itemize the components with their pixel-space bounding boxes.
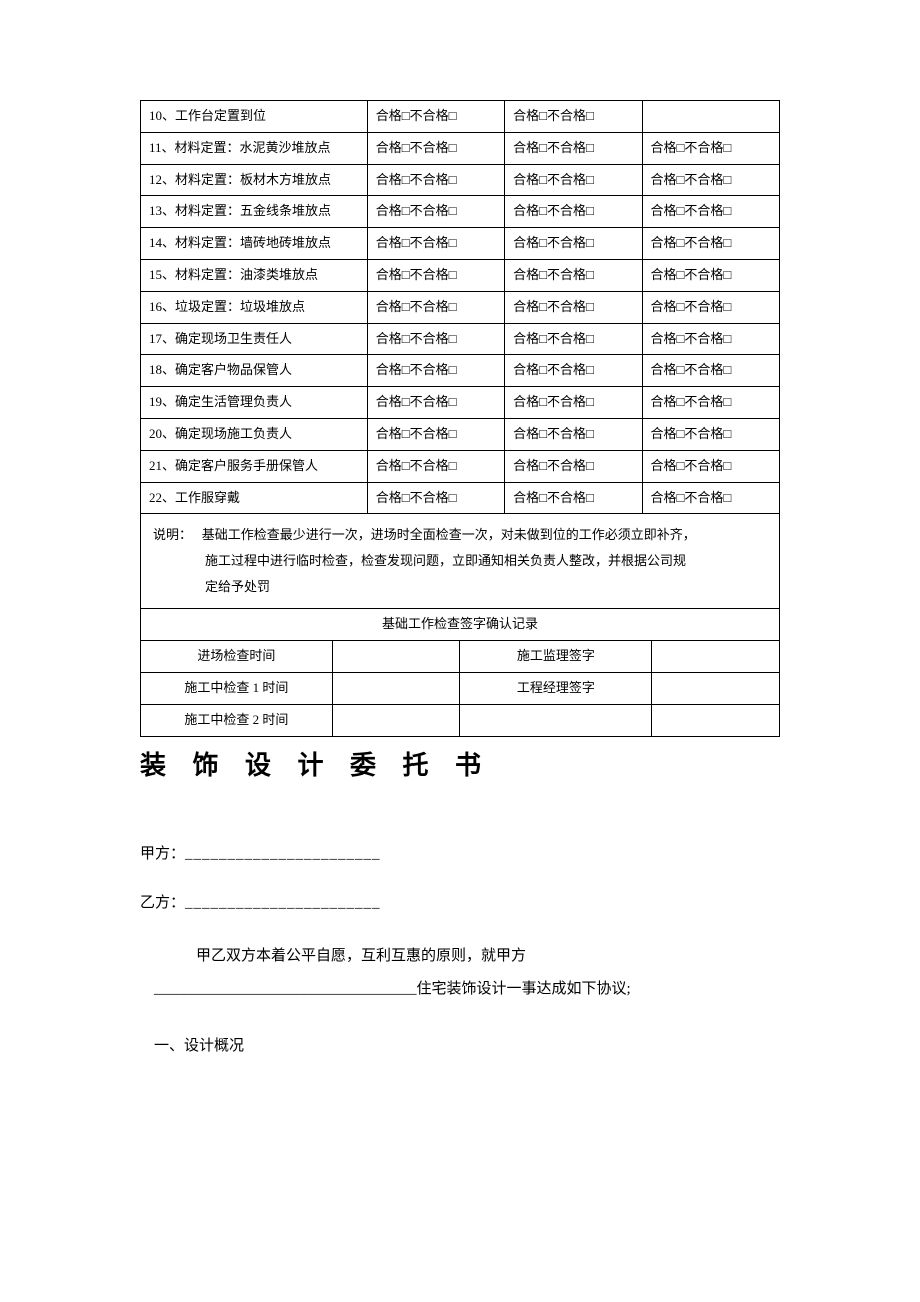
table-row: 20、确定现场施工负责人合格□不合格□合格□不合格□合格□不合格□ [141,418,780,450]
party-a-line: _______________________ [185,846,381,863]
check-cell: 合格□不合格□ [367,355,504,387]
empty-cell [652,704,780,736]
document-title: 装 饰 设 计 委 托 书 [140,745,780,782]
row-label: 21、确定客户服务手册保管人 [141,450,368,482]
check-cell: 合格□不合格□ [367,418,504,450]
check-cell: 合格□不合格□ [642,291,779,323]
check-cell: 合格□不合格□ [367,259,504,291]
check-cell: 合格□不合格□ [642,132,779,164]
row-label: 11、材料定置：水泥黄沙堆放点 [141,132,368,164]
note-line2: 施工过程中进行临时检查，检查发现问题，立即通知相关负责人整改，并根据公司规 [153,548,767,574]
table-row: 施工中检查 1 时间 工程经理签字 [141,672,780,704]
check-cell: 合格□不合格□ [505,482,642,514]
signature-table: 进场检查时间 施工监理签字 施工中检查 1 时间 工程经理签字 施工中检查 2 … [140,641,780,736]
check-cell: 合格□不合格□ [505,323,642,355]
table-row: 进场检查时间 施工监理签字 [141,641,780,672]
check2-time-value [332,704,460,736]
check-cell: 合格□不合格□ [642,418,779,450]
check-cell: 合格□不合格□ [642,259,779,291]
row-label: 17、确定现场卫生责任人 [141,323,368,355]
check2-time-label: 施工中检查 2 时间 [141,704,333,736]
table-row: 12、材料定置：板材木方堆放点合格□不合格□合格□不合格□合格□不合格□ [141,164,780,196]
row-label: 19、确定生活管理负责人 [141,387,368,419]
check-cell: 合格□不合格□ [505,418,642,450]
check-cell: 合格□不合格□ [642,387,779,419]
table-row: 16、垃圾定置：垃圾堆放点合格□不合格□合格□不合格□合格□不合格□ [141,291,780,323]
check-cell: 合格□不合格□ [642,482,779,514]
row-label: 22、工作服穿戴 [141,482,368,514]
check-cell: 合格□不合格□ [642,323,779,355]
table-row: 21、确定客户服务手册保管人合格□不合格□合格□不合格□合格□不合格□ [141,450,780,482]
body-para-1: 甲乙双方本着公平自愿，互利互惠的原则，就甲方 [140,940,780,973]
table-row: 10、工作台定置到位合格□不合格□合格□不合格□ [141,101,780,133]
party-a-label: 甲方： [140,846,185,862]
party-b: 乙方：_______________________ [140,891,780,912]
check-cell: 合格□不合格□ [505,101,642,133]
party-b-label: 乙方： [140,895,185,911]
check-cell: 合格□不合格□ [367,132,504,164]
check-cell: 合格□不合格□ [505,291,642,323]
check-cell: 合格□不合格□ [505,259,642,291]
check-cell: 合格□不合格□ [367,323,504,355]
row-label: 20、确定现场施工负责人 [141,418,368,450]
check-cell: 合格□不合格□ [505,196,642,228]
row-label: 18、确定客户物品保管人 [141,355,368,387]
check-cell: 合格□不合格□ [367,101,504,133]
table-row: 13、材料定置：五金线条堆放点合格□不合格□合格□不合格□合格□不合格□ [141,196,780,228]
supervisor-sign-value [652,641,780,672]
check-cell: 合格□不合格□ [505,355,642,387]
table-row: 14、材料定置：墙砖地砖堆放点合格□不合格□合格□不合格□合格□不合格□ [141,228,780,260]
inspection-table: 10、工作台定置到位合格□不合格□合格□不合格□11、材料定置：水泥黄沙堆放点合… [140,100,780,641]
row-label: 10、工作台定置到位 [141,101,368,133]
check-cell: 合格□不合格□ [367,228,504,260]
table-row: 22、工作服穿戴合格□不合格□合格□不合格□合格□不合格□ [141,482,780,514]
table-row: 施工中检查 2 时间 [141,704,780,736]
party-a: 甲方：_______________________ [140,842,780,863]
note-prefix: 说明： [153,527,192,542]
check1-time-label: 施工中检查 1 时间 [141,672,333,704]
entry-check-time-label: 进场检查时间 [141,641,333,672]
row-label: 13、材料定置：五金线条堆放点 [141,196,368,228]
check-cell: 合格□不合格□ [367,482,504,514]
check-cell: 合格□不合格□ [505,228,642,260]
note-row: 说明： 基础工作检查最少进行一次，进场时全面检查一次，对未做到位的工作必须立即补… [141,514,780,609]
row-label: 12、材料定置：板材木方堆放点 [141,164,368,196]
table-row: 17、确定现场卫生责任人合格□不合格□合格□不合格□合格□不合格□ [141,323,780,355]
check-cell: 合格□不合格□ [505,164,642,196]
body-para-2: ___________________________________住宅装饰设… [140,973,780,1006]
check1-time-value [332,672,460,704]
manager-sign-value [652,672,780,704]
section-1: 一、设计概况 [140,1034,780,1055]
check-cell: 合格□不合格□ [367,387,504,419]
check-cell: 合格□不合格□ [642,196,779,228]
check-cell: 合格□不合格□ [367,450,504,482]
party-b-line: _______________________ [185,895,381,912]
check-cell: 合格□不合格□ [642,355,779,387]
check-cell: 合格□不合格□ [367,164,504,196]
check-cell: 合格□不合格□ [505,132,642,164]
check-cell: 合格□不合格□ [642,164,779,196]
check-cell: 合格□不合格□ [505,387,642,419]
entry-check-time-value [332,641,460,672]
table-row: 19、确定生活管理负责人合格□不合格□合格□不合格□合格□不合格□ [141,387,780,419]
check-cell: 合格□不合格□ [642,450,779,482]
manager-sign-label: 工程经理签字 [460,672,652,704]
check-cell [642,101,779,133]
table-row: 11、材料定置：水泥黄沙堆放点合格□不合格□合格□不合格□合格□不合格□ [141,132,780,164]
table-row: 15、材料定置：油漆类堆放点合格□不合格□合格□不合格□合格□不合格□ [141,259,780,291]
check-cell: 合格□不合格□ [642,228,779,260]
empty-cell [460,704,652,736]
note-line1: 基础工作检查最少进行一次，进场时全面检查一次，对未做到位的工作必须立即补齐， [202,527,696,542]
row-label: 15、材料定置：油漆类堆放点 [141,259,368,291]
check-cell: 合格□不合格□ [505,450,642,482]
check-cell: 合格□不合格□ [367,196,504,228]
supervisor-sign-label: 施工监理签字 [460,641,652,672]
sign-header: 基础工作检查签字确认记录 [141,609,780,641]
check-cell: 合格□不合格□ [367,291,504,323]
row-label: 16、垃圾定置：垃圾堆放点 [141,291,368,323]
row-label: 14、材料定置：墙砖地砖堆放点 [141,228,368,260]
table-row: 18、确定客户物品保管人合格□不合格□合格□不合格□合格□不合格□ [141,355,780,387]
note-line3: 定给予处罚 [153,574,767,600]
sign-header-row: 基础工作检查签字确认记录 [141,609,780,641]
